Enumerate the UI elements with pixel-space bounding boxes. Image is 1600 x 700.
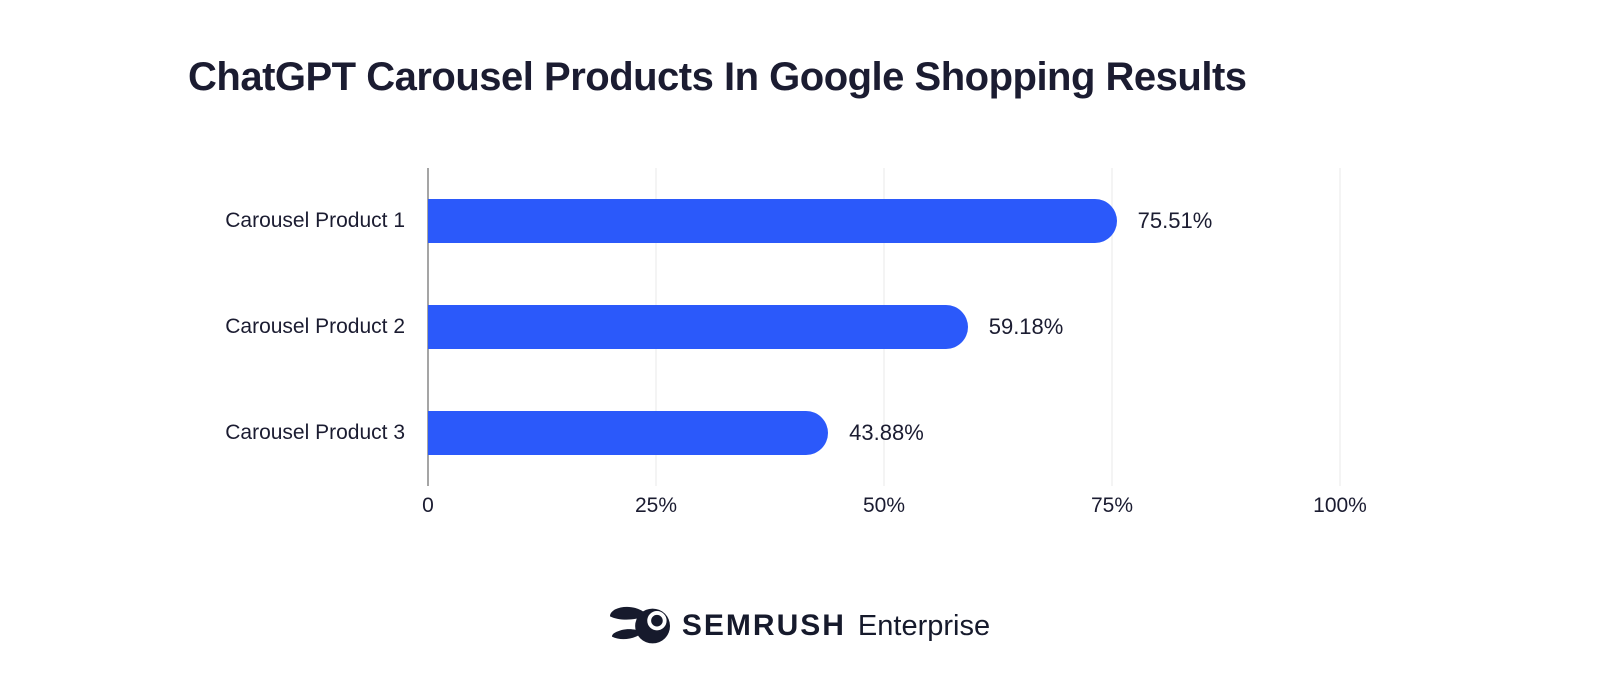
value-label: 75.51% — [1137, 208, 1213, 233]
value-label: 43.88% — [849, 420, 924, 445]
bar-row: Carousel Product 1 75.51% — [225, 168, 1340, 274]
brand-footer: SEMRUSH Enterprise — [0, 602, 1600, 650]
x-tick-label: 0 — [422, 494, 434, 517]
page-title: ChatGPT Carousel Products In Google Shop… — [188, 55, 1247, 99]
semrush-logo-icon — [609, 606, 670, 644]
x-tick-label: 50% — [862, 494, 906, 517]
bar — [428, 411, 829, 455]
x-tick-label: 25% — [634, 494, 678, 517]
bar-row: Carousel Product 3 43.88% — [225, 380, 1340, 486]
x-tick-label: 75% — [1090, 494, 1134, 517]
category-label: Carousel Product 1 — [225, 209, 405, 232]
plot-area: Carousel Product 1 75.51% Carousel Product… — [225, 168, 1341, 486]
x-tick-label: 100% — [1313, 494, 1367, 517]
category-label: Carousel Product 2 — [225, 315, 405, 338]
brand-suffix: Enterprise — [857, 609, 991, 642]
brand-name: SEMRUSH — [681, 609, 846, 642]
category-label: Carousel Product 3 — [225, 421, 405, 444]
bar — [428, 305, 968, 349]
x-axis: 0 25% 50% 75% 100% — [422, 486, 1367, 520]
gridline — [1111, 168, 1113, 486]
value-label: 59.18% — [988, 314, 1064, 339]
gridline — [1339, 168, 1341, 486]
bar — [428, 199, 1117, 243]
bar-row: Carousel Product 2 59.18% — [225, 274, 1340, 380]
